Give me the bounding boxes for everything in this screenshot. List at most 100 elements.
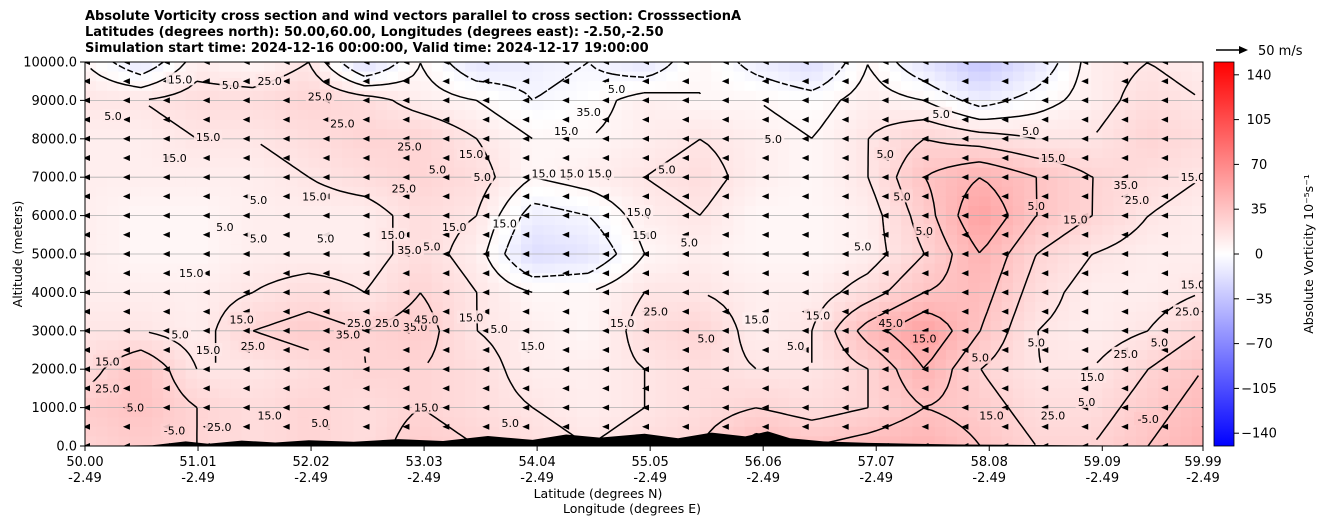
field-cell [1113,158,1126,169]
field-cell [163,244,176,255]
field-cell [509,359,522,370]
field-cell [1012,110,1025,121]
field-cell [789,350,802,361]
field-cell [398,148,410,159]
field-cell [699,167,712,178]
field-cell [185,254,198,265]
wind-vector [562,155,570,161]
field-cell [621,110,634,121]
field-cell [129,263,142,274]
field-cell [789,398,802,409]
field-cell [398,359,410,370]
field-cell [856,388,869,399]
field-cell [543,196,556,207]
field-cell [1147,311,1159,322]
contour-label: 5.0 [423,240,441,253]
field-cell [521,186,533,197]
field-cell [342,206,354,217]
field-cell [711,388,723,399]
field-cell [889,100,902,111]
field-cell [979,206,992,217]
field-cell [599,81,612,92]
field-cell [588,311,600,322]
contour-label-bg [1025,199,1048,212]
field-cell [968,244,980,255]
wind-vector [85,327,90,334]
field-cell [375,196,388,207]
field-cell [565,158,578,169]
field-cell [196,282,209,293]
field-cell [576,417,589,428]
field-cell [1001,273,1014,284]
terrain [85,431,1203,446]
field-cell [1102,138,1115,149]
field-cell [834,369,846,380]
field-cell [275,119,287,130]
field-cell [632,292,645,303]
field-cell [96,369,108,380]
field-cell [1191,292,1203,303]
field-cell [107,369,120,380]
field-cell [800,244,813,255]
field-cell [107,100,120,111]
field-cell [845,417,858,428]
field-cell [979,225,992,236]
field-cell [588,81,600,92]
field-cell [330,62,343,73]
field-cell [822,388,835,399]
wind-vector [921,174,929,181]
field-cell [834,234,846,245]
field-cell [286,263,299,274]
y-tick-label: 4000.0 [32,286,78,301]
field-cell [431,196,444,207]
field-cell [845,254,858,265]
field-cell [1169,186,1182,197]
field-cell [990,369,1003,380]
wind-vector [1001,423,1009,430]
field-cell [1147,292,1159,303]
field-cell [241,369,254,380]
wind-vector [482,78,490,85]
field-cell [610,62,623,73]
field-cell [1001,90,1014,101]
wind-vector [602,97,610,104]
field-cell [1102,426,1115,437]
wind-vector [122,327,130,334]
field-cell [107,119,120,130]
field-cell [923,311,936,322]
field-cell [1191,426,1203,437]
wind-vector [442,289,450,296]
field-cell [1057,388,1070,399]
field-cell [811,225,824,236]
field-cell [118,215,131,226]
field-cell [230,388,243,399]
field-cell [364,340,377,351]
field-cell [1102,196,1115,207]
field-cell [1191,158,1203,169]
field-cell [957,81,969,92]
field-cell [1169,282,1182,293]
field-cell [1068,378,1081,389]
field-cell [901,302,913,313]
wind-vector [122,174,130,181]
wind-vector [402,78,410,85]
contour-labels: 15.0 5.0 25.05.015.015.05.05.05.015.025.02… [93,72,1203,438]
field-cell [1102,244,1115,255]
field-cell [733,100,746,111]
wind-vector [562,289,570,296]
contour-label-bg [238,339,268,353]
field-cell [1012,311,1025,322]
field-cell [498,148,511,159]
wind-vector [442,404,450,411]
field-cell [677,282,690,293]
field-cell [733,282,746,293]
field-cell [621,350,634,361]
wind-vector [721,78,729,85]
field-cell [442,302,455,313]
wind-vector [242,97,250,104]
field-cell [174,254,187,265]
field-cell [878,292,891,303]
field-cell [453,206,466,217]
field-cell [487,81,500,92]
field-cell [230,71,243,82]
